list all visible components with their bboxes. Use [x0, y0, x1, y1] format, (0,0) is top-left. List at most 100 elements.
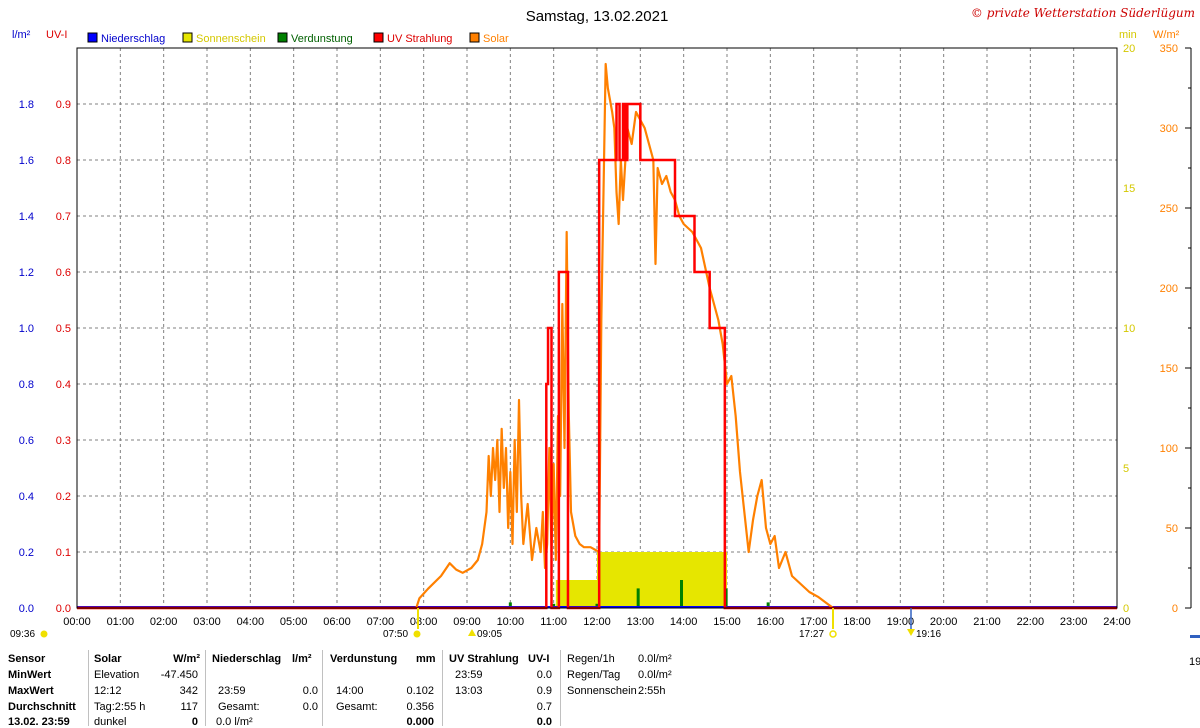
chart-legend: Niederschlag Sonnenschein Verdunstung UV St… [87, 32, 509, 45]
stats-row-label: MinWert [8, 669, 52, 681]
x-tick-label: 10:00 [497, 616, 525, 628]
chart-grid [77, 48, 1117, 608]
x-tick-label: 08:00 [410, 616, 438, 628]
y-tick-label-solar: 200 [1160, 283, 1178, 295]
y-tick-label-rain: 0.4 [19, 491, 34, 503]
chart-title: Samstag, 13.02.2021 [526, 8, 669, 25]
left-unit-uv: UV-I [46, 29, 67, 41]
x-tick-label: 23:00 [1060, 616, 1088, 628]
stats-solar-head: Solar [94, 653, 122, 665]
x-tick-label: 02:00 [150, 616, 178, 628]
stats-solar-unit: W/m² [173, 653, 200, 665]
stats-uv-value: 0.0 [536, 669, 552, 681]
stats-rain-value: 0.0 [302, 701, 318, 713]
stats-uv-value: 0.7 [536, 701, 552, 713]
evaporation-bar [680, 580, 683, 608]
legend-swatch [87, 32, 98, 43]
x-tick-label: 15:00 [713, 616, 741, 628]
y-tick-label-solar: 300 [1160, 123, 1178, 135]
legend-swatch [277, 32, 288, 43]
legend-swatch [182, 32, 193, 43]
stats-extra-value: 0.0l/m² [638, 669, 672, 681]
x-tick-label: 19:00 [887, 616, 915, 628]
stats-uv-value: 0.0 [536, 716, 552, 728]
y-tick-label-uv: 0.3 [56, 435, 71, 447]
y-tick-label-rain: 0.8 [19, 379, 34, 391]
legend-label: Verdunstung [291, 33, 353, 45]
y-tick-label-solar: 100 [1160, 443, 1178, 455]
stats-uv-unit: UV-I [528, 653, 550, 665]
evaporation-bar [636, 588, 640, 608]
stats-solar-value: -47.450 [160, 669, 198, 681]
marker-left-time: 09:36 [10, 629, 35, 640]
evaporation-bar [595, 603, 599, 608]
stats-solar-label: Tag:2:55 h [94, 701, 146, 713]
x-tick-label: 24:00 [1103, 616, 1131, 628]
stats-extra-label: Regen/Tag [567, 669, 621, 681]
x-tick-label: 12:00 [583, 616, 611, 628]
sun-markers: 09:36 07:50 09:05 17:27 19:16 [10, 608, 1200, 640]
legend-swatch [469, 32, 480, 43]
stats-evap-value: 0.000 [406, 716, 434, 728]
y-tick-label-uv: 0.4 [56, 379, 71, 391]
tick-labels: 00:00 01:00 02:00 03:00 04:00 05:00 06:00 07:00… [19, 43, 1178, 628]
uv-series [77, 102, 1117, 610]
y-tick-label-rain: 1.4 [19, 211, 34, 223]
legend-swatch [373, 32, 384, 43]
legend-label: Niederschlag [101, 33, 165, 45]
marker-max-time: 19:16 [916, 629, 941, 640]
stats-solar-label: dunkel [94, 716, 127, 728]
sunshine-bar [555, 580, 597, 608]
stats-evap-value: 0.102 [406, 685, 434, 697]
stats-separator [88, 650, 89, 726]
y-tick-label-rain: 1.2 [19, 267, 34, 279]
evaporation-bar [724, 588, 728, 608]
y-tick-label-rain: 0.6 [19, 435, 34, 447]
y-tick-label-rain: 0.2 [19, 547, 34, 559]
stats-evap-unit: mm [416, 653, 436, 665]
elevation-icon [468, 629, 476, 636]
stats-extra-label: Regen/1h [567, 653, 615, 665]
y-tick-label-solar: 250 [1160, 203, 1178, 215]
y-tick-label-uv: 0.7 [56, 211, 71, 223]
x-tick-label: 20:00 [930, 616, 958, 628]
y-tick-label-uv: 0.1 [56, 547, 71, 559]
x-tick-label: 07:00 [367, 616, 395, 628]
stats-row-label: MaxWert [8, 685, 54, 697]
y-tick-label-uv: 0.6 [56, 267, 71, 279]
y-tick-label-uv: 0.9 [56, 99, 71, 111]
stats-evap-label: 14:00 [336, 685, 364, 697]
stats-separator [205, 650, 206, 726]
evaporation-series [508, 580, 770, 608]
stats-uv-value: 0.9 [536, 685, 552, 697]
right-unit-min: min [1119, 29, 1137, 41]
legend-label: Sonnenschein [196, 33, 266, 45]
evaporation-bar [766, 602, 770, 608]
stats-rain-value: 0.0 l/m² [216, 716, 253, 728]
y-tick-label-sunshine: 15 [1123, 183, 1135, 195]
stats-solar-value: 0 [191, 716, 198, 728]
stats-rain-label: 23:59 [218, 685, 246, 697]
evaporation-bar [552, 603, 556, 608]
stats-solar-value: 117 [180, 701, 198, 713]
evaporation-bar [508, 602, 512, 608]
stats-evap-value: 0.356 [406, 701, 434, 713]
y-tick-label-rain: 1.0 [19, 323, 34, 335]
y-tick-label-uv: 0.0 [56, 603, 71, 615]
y-tick-label-sunshine: 0 [1123, 603, 1129, 615]
x-tick-label: 16:00 [757, 616, 785, 628]
uv-line [77, 102, 1117, 610]
stats-row-label: Durchschnitt [8, 701, 76, 713]
y-tick-label-uv: 0.8 [56, 155, 71, 167]
y-tick-label-solar: 50 [1166, 523, 1178, 535]
stats-uv-head: UV Strahlung [449, 653, 519, 665]
x-tick-label: 14:00 [670, 616, 698, 628]
elevation-down-icon [907, 629, 915, 636]
x-tick-label: 09:00 [453, 616, 481, 628]
marker-sunrise: 07:50 [383, 629, 408, 640]
y-tick-label-uv: 0.5 [56, 323, 71, 335]
x-tick-label: 18:00 [843, 616, 871, 628]
stats-rain-value: 0.0 [302, 685, 318, 697]
x-tick-label: 22:00 [1017, 616, 1045, 628]
left-unit-rain: l/m² [12, 29, 31, 41]
